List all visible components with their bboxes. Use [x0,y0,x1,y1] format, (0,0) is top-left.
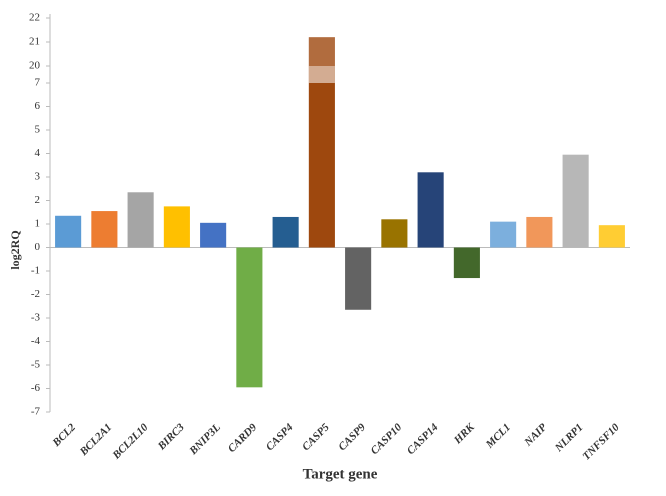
x-tick-label: BNIP3L [187,421,224,458]
bar [345,247,372,310]
x-tick-label: CASP9 [336,421,368,453]
y-tick-label: 3 [35,171,41,183]
y-tick-label: 2 [35,194,41,206]
y-tick-label: -5 [31,359,41,371]
bar [163,206,190,248]
y-tick-label: 5 [35,124,41,136]
bar [200,222,227,248]
axis-break-band [308,66,335,83]
x-tick-label: NAIP [522,421,550,449]
bar [381,219,408,248]
bar [417,172,444,248]
y-tick-label: -1 [31,265,40,277]
y-tick-label: 20 [29,60,41,72]
x-tick-label: BIRC3 [155,421,187,453]
y-tick-label: -3 [31,312,41,324]
bar [526,216,553,248]
x-tick-label: MCL1 [483,421,513,451]
bar [562,154,589,248]
x-tick-label: TNFSF10 [580,421,622,463]
y-axis-title: log2RQ [8,230,22,269]
y-tick-label: 6 [35,100,41,112]
y-tick-label: 0 [35,241,41,253]
x-tick-label: CARD9 [226,421,260,455]
y-tick-label: 21 [29,36,40,48]
bar [598,225,625,248]
x-tick-label: NLRP1 [552,421,585,454]
x-tick-label: HRK [451,421,477,447]
bar [127,192,154,248]
bar [55,215,82,248]
x-tick-label: CASP4 [264,421,296,453]
y-tick-label: 22 [29,12,40,24]
x-axis-title: Target gene [303,466,378,482]
bar [453,247,480,279]
x-tick-label: CASP14 [405,421,441,457]
x-tick-label: BCL2A1 [77,421,114,458]
y-tick-label: -6 [31,382,41,394]
y-tick-label: -2 [31,288,40,300]
y-tick-label: 1 [35,218,41,230]
x-tick-label: BCL2L10 [110,421,151,462]
y-tick-label: -7 [31,406,41,418]
x-tick-label: BCL2 [50,421,79,450]
y-tick-label: 7 [35,77,41,89]
bar [272,216,299,248]
y-tick-label: -4 [31,335,41,347]
bar [236,247,263,388]
bar [91,211,118,248]
bar [490,221,517,248]
x-tick-label: CASP5 [300,421,332,453]
x-tick-label: CASP10 [369,421,405,457]
y-tick-label: 4 [35,147,41,159]
upper-shade [308,37,335,66]
